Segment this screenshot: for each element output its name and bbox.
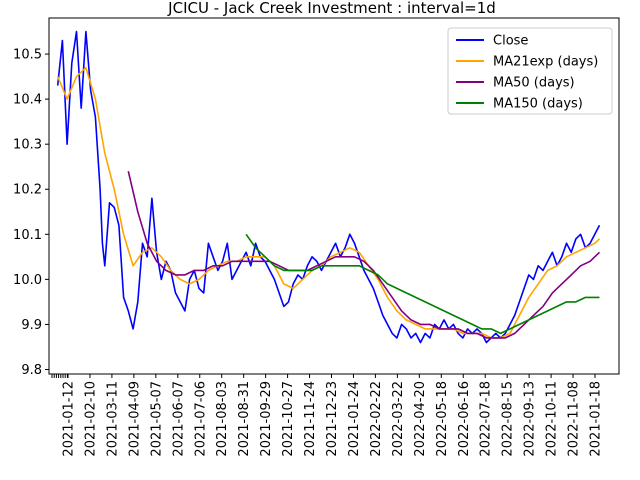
x-tick-label: 2022-10-11 <box>545 381 560 457</box>
legend: Close MA21exp (days) MA50 (days) MA150 (day… <box>447 27 613 115</box>
y-tick-label: 9.8 <box>21 363 42 378</box>
y-tick-label: 10.5 <box>13 48 42 63</box>
y-tick-label: 10.2 <box>13 183 42 198</box>
legend-label: Close <box>493 34 528 49</box>
x-tick-label: 2022-09-13 <box>523 381 538 457</box>
legend-label: MA21exp (days) <box>493 55 598 70</box>
series-lines <box>56 30 601 344</box>
x-tick-label: 2022-11-08 <box>567 381 582 457</box>
x-tick-label: 2021-03-11 <box>105 381 120 457</box>
x-tick-label: 2022-07-18 <box>479 381 494 457</box>
x-tick-label: 2021-08-31 <box>237 381 252 457</box>
x-tick-label: 2021-01-12 <box>62 381 77 457</box>
legend-box <box>447 27 613 115</box>
x-tick-label: 2021-08-03 <box>215 381 230 457</box>
x-tick-label: 2021-09-29 <box>259 381 274 457</box>
x-tick-label: 2022-05-18 <box>435 381 450 457</box>
series-line-4 <box>245 233 600 335</box>
x-tick-label: 2021-05-07 <box>149 381 164 457</box>
chart-title: JCICU - Jack Creek Investment : interval… <box>167 0 496 17</box>
x-tick-label: 2021-01-18 <box>589 381 604 457</box>
plot-frame <box>48 17 620 375</box>
legend-label: MA150 (days) <box>493 97 583 112</box>
y-tick-label: 9.9 <box>21 318 42 333</box>
y-tick-label: 10.0 <box>13 273 42 288</box>
x-tick-label: 2021-06-07 <box>171 381 186 457</box>
legend-label: MA50 (days) <box>493 76 575 91</box>
y-tick-label: 10.1 <box>13 228 42 243</box>
x-tick-label: 2021-07-06 <box>193 381 208 457</box>
x-axis: 2021-01-12 2021-02-10 2021-03-11 2021-04-09… <box>51 374 604 457</box>
y-tick-label: 10.3 <box>13 138 42 153</box>
x-tick-label: 2022-03-22 <box>391 381 406 457</box>
x-tick-label: 2022-08-15 <box>501 381 516 457</box>
x-tick-label: 2022-06-16 <box>457 381 472 457</box>
x-tick-label: 2021-11-24 <box>303 381 318 457</box>
series-line-3 <box>127 171 601 339</box>
x-tick-label: 2021-12-23 <box>325 381 340 457</box>
x-tick-label: 2021-02-10 <box>83 381 98 457</box>
y-tick-label: 10.4 <box>13 93 42 108</box>
x-tick-label: 2021-10-27 <box>281 381 296 457</box>
x-tick-label: 2022-04-20 <box>413 381 428 457</box>
x-tick-label: 2021-01-24 <box>347 381 362 457</box>
x-tick-label: 2022-02-22 <box>369 381 384 457</box>
x-tick-label: 2021-04-09 <box>127 381 142 457</box>
y-axis: 9.8 9.9 10.0 10.1 10.2 10.3 10.4 10.5 <box>13 48 49 378</box>
